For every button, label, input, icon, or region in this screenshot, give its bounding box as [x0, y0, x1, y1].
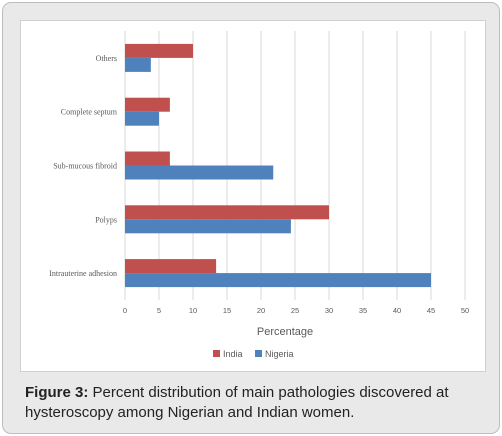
- legend-label-india: India: [223, 349, 243, 359]
- bar-chart: 0 5 10 15 20 25 30 35 40 45 50 Intrauterine adhesio…: [49, 31, 469, 359]
- category-label: Intrauterine adhesion: [49, 269, 117, 278]
- legend-label-nigeria: Nigeria: [265, 349, 294, 359]
- caption-label: Figure 3:: [25, 384, 89, 401]
- x-tick-label: 0: [123, 306, 127, 315]
- x-tick-label: 25: [291, 306, 299, 315]
- x-tick-label: 20: [257, 306, 265, 315]
- x-tick-label: 30: [325, 306, 333, 315]
- bar-india-complete-septum: [125, 97, 170, 112]
- category-label: Sub-mucous fibroid: [53, 162, 117, 171]
- x-tick-label: 40: [393, 306, 401, 315]
- bar-nigeria-intrauterine-adhesion: [125, 273, 431, 288]
- bar-nigeria-others: [125, 57, 151, 72]
- x-tick-label: 5: [157, 306, 161, 315]
- category-label: Others: [96, 54, 117, 63]
- bar-india-polyps: [125, 205, 329, 220]
- chart-area: 0 5 10 15 20 25 30 35 40 45 50 Intrauterine adhesio…: [20, 20, 486, 372]
- x-axis-title: Percentage: [257, 326, 313, 338]
- x-tick-label: 10: [189, 306, 197, 315]
- figure-caption: Figure 3: Percent distribution of main p…: [25, 383, 495, 423]
- x-tick-label: 35: [359, 306, 367, 315]
- category-label: Polyps: [95, 215, 117, 224]
- x-tick-label: 45: [427, 306, 435, 315]
- x-tick-label: 15: [223, 306, 231, 315]
- x-tick-label: 50: [461, 306, 469, 315]
- category-label: Complete septum: [61, 108, 118, 117]
- bar-india-intrauterine-adhesion: [125, 259, 217, 274]
- legend-swatch-india: [213, 350, 220, 357]
- bar-nigeria-sub-mucous-fibroid: [125, 165, 274, 180]
- caption-text: Percent distribution of main pathologies…: [25, 384, 449, 421]
- bar-india-sub-mucous-fibroid: [125, 151, 170, 166]
- bar-nigeria-polyps: [125, 219, 291, 234]
- bar-nigeria-complete-septum: [125, 111, 159, 126]
- bar-india-others: [125, 43, 193, 58]
- legend-swatch-nigeria: [255, 350, 262, 357]
